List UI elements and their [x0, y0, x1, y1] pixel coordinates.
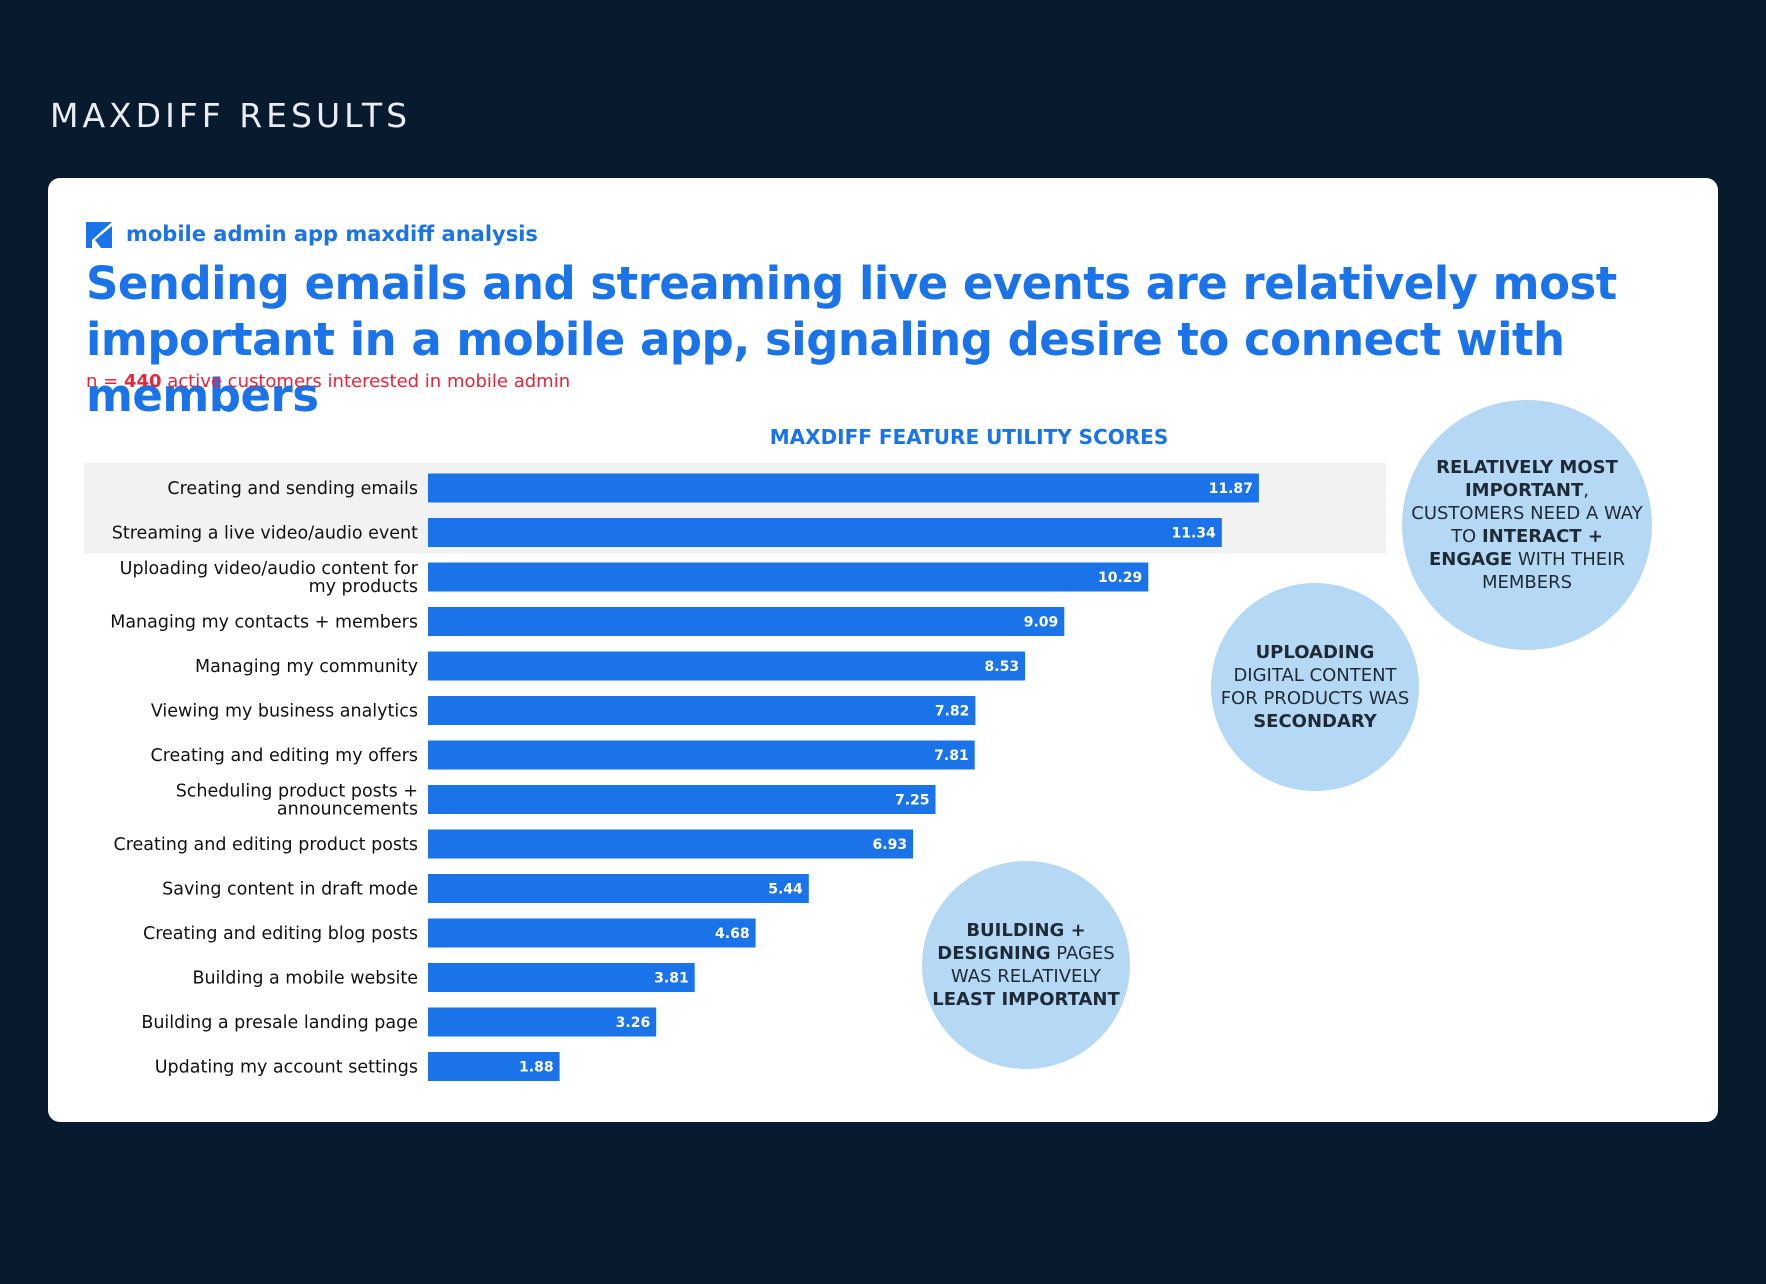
callout-secondary: UPLOADING DIGITAL CONTENT FOR PRODUCTS W… [1211, 583, 1419, 791]
bar-value-label-14: 1.88 [519, 1060, 554, 1076]
category-label-12: Building a mobile website [192, 969, 418, 989]
utility-bar-chart: MAXDIFF FEATURE UTILITY SCORES 11.87 Creat… [84, 425, 1386, 1081]
callout-middle-run-0: UPLOADING [1255, 642, 1375, 663]
card-subtitle: mobile admin app maxdiff analysis [126, 222, 538, 246]
callout-top-run-3: WITH THEIR MEMBERS [1481, 549, 1625, 593]
bar-value-label-2: 11.34 [1172, 526, 1217, 542]
bar-6 [428, 696, 976, 725]
bar-11 [428, 918, 756, 948]
callout-secondary-text: UPLOADING DIGITAL CONTENT FOR PRODUCTS W… [1211, 641, 1419, 733]
bar-1 [428, 473, 1259, 503]
callout-top-run-2: INTERACT + ENGAGE [1429, 526, 1603, 570]
bar-12 [428, 963, 695, 992]
sample-count: 440 [123, 371, 162, 392]
bar-value-label-4: 9.09 [1024, 615, 1059, 631]
chart-title: MAXDIFF FEATURE UTILITY SCORES [770, 425, 1168, 449]
callout-least-important: BUILDING + DESIGNING PAGES WAS RELATIVEL… [922, 861, 1130, 1069]
category-label-1: Creating and sending emails [167, 479, 418, 499]
chart-card: mobile admin app maxdiff analysis Sendin… [48, 178, 1718, 1122]
bar-value-label-1: 11.87 [1209, 481, 1253, 497]
sample-prefix: n = [86, 371, 124, 392]
category-label-10: Saving content in draft mode [162, 880, 418, 900]
category-label-3-line-1: Uploading video/audio content for [120, 559, 419, 579]
category-label-3-line-2: my products [309, 577, 418, 597]
callout-most-important-text: RELATIVELY MOST IMPORTANT, CUSTOMERS NEE… [1402, 456, 1652, 594]
callout-middle-run-1: DIGITAL CONTENT FOR PRODUCTS WAS [1220, 665, 1410, 709]
bar-10 [428, 874, 809, 903]
category-label-14: Updating my account settings [155, 1058, 418, 1078]
bar-value-label-13: 3.26 [616, 1015, 651, 1031]
category-label-4: Managing my contacts + members [110, 613, 418, 633]
callout-least-important-text: BUILDING + DESIGNING PAGES WAS RELATIVEL… [922, 919, 1130, 1011]
bar-value-label-3: 10.29 [1098, 570, 1142, 586]
card-headline: Sending emails and streaming live events… [86, 257, 1617, 422]
category-label-11: Creating and editing blog posts [143, 924, 418, 944]
bar-7 [428, 740, 975, 770]
bar-2 [428, 518, 1222, 547]
bar-value-label-9: 6.93 [873, 837, 908, 853]
category-label-9: Creating and editing product posts [114, 835, 419, 855]
category-label-8-line-2: announcements [277, 800, 418, 820]
callout-top-run-0: RELATIVELY MOST IMPORTANT [1436, 457, 1618, 501]
category-label-5: Managing my community [195, 657, 418, 677]
bar-3 [428, 562, 1149, 592]
page-heading: MAXDIFF RESULTS [50, 96, 412, 135]
bar-8 [428, 785, 936, 814]
bar-9 [428, 829, 914, 859]
bar-value-label-10: 5.44 [768, 882, 803, 898]
sample-size: n = 440 active customers interested in m… [86, 371, 570, 392]
bar-value-label-8: 7.25 [895, 793, 930, 809]
bar-value-label-12: 3.81 [654, 971, 689, 987]
bar-14 [428, 1052, 560, 1081]
category-label-6: Viewing my business analytics [151, 702, 418, 722]
callout-most-important: RELATIVELY MOST IMPORTANT, CUSTOMERS NEE… [1402, 400, 1652, 650]
bar-value-label-11: 4.68 [715, 926, 750, 942]
callout-bottom-run-0: BUILDING + DESIGNING [937, 920, 1086, 964]
bar-4 [428, 607, 1065, 636]
sample-suffix: active customers interested in mobile ad… [161, 371, 571, 392]
category-label-2: Streaming a live video/audio event [112, 524, 418, 544]
callout-bottom-run-1: PAGES WAS RELATIVELY [950, 943, 1115, 987]
category-label-3: Uploading video/audio content for my prod… [120, 559, 419, 597]
callout-middle-run-2: SECONDARY [1253, 711, 1377, 732]
category-label-13: Building a presale landing page [141, 1013, 418, 1033]
bar-5 [428, 651, 1026, 681]
bar-value-label-5: 8.53 [985, 659, 1020, 675]
callout-bottom-run-2: LEAST IMPORTANT [932, 989, 1120, 1010]
kajabi-logo-icon [86, 222, 112, 248]
category-label-8: Scheduling product posts + announcements [176, 782, 418, 820]
category-label-8-line-1: Scheduling product posts + [176, 782, 418, 802]
category-label-7: Creating and editing my offers [150, 746, 418, 766]
callout-top-run-1: , CUSTOMERS NEED A WAY TO [1411, 480, 1643, 547]
bar-value-label-6: 7.82 [935, 704, 970, 720]
bar-value-label-7: 7.81 [934, 748, 969, 764]
bar-13 [428, 1007, 657, 1037]
